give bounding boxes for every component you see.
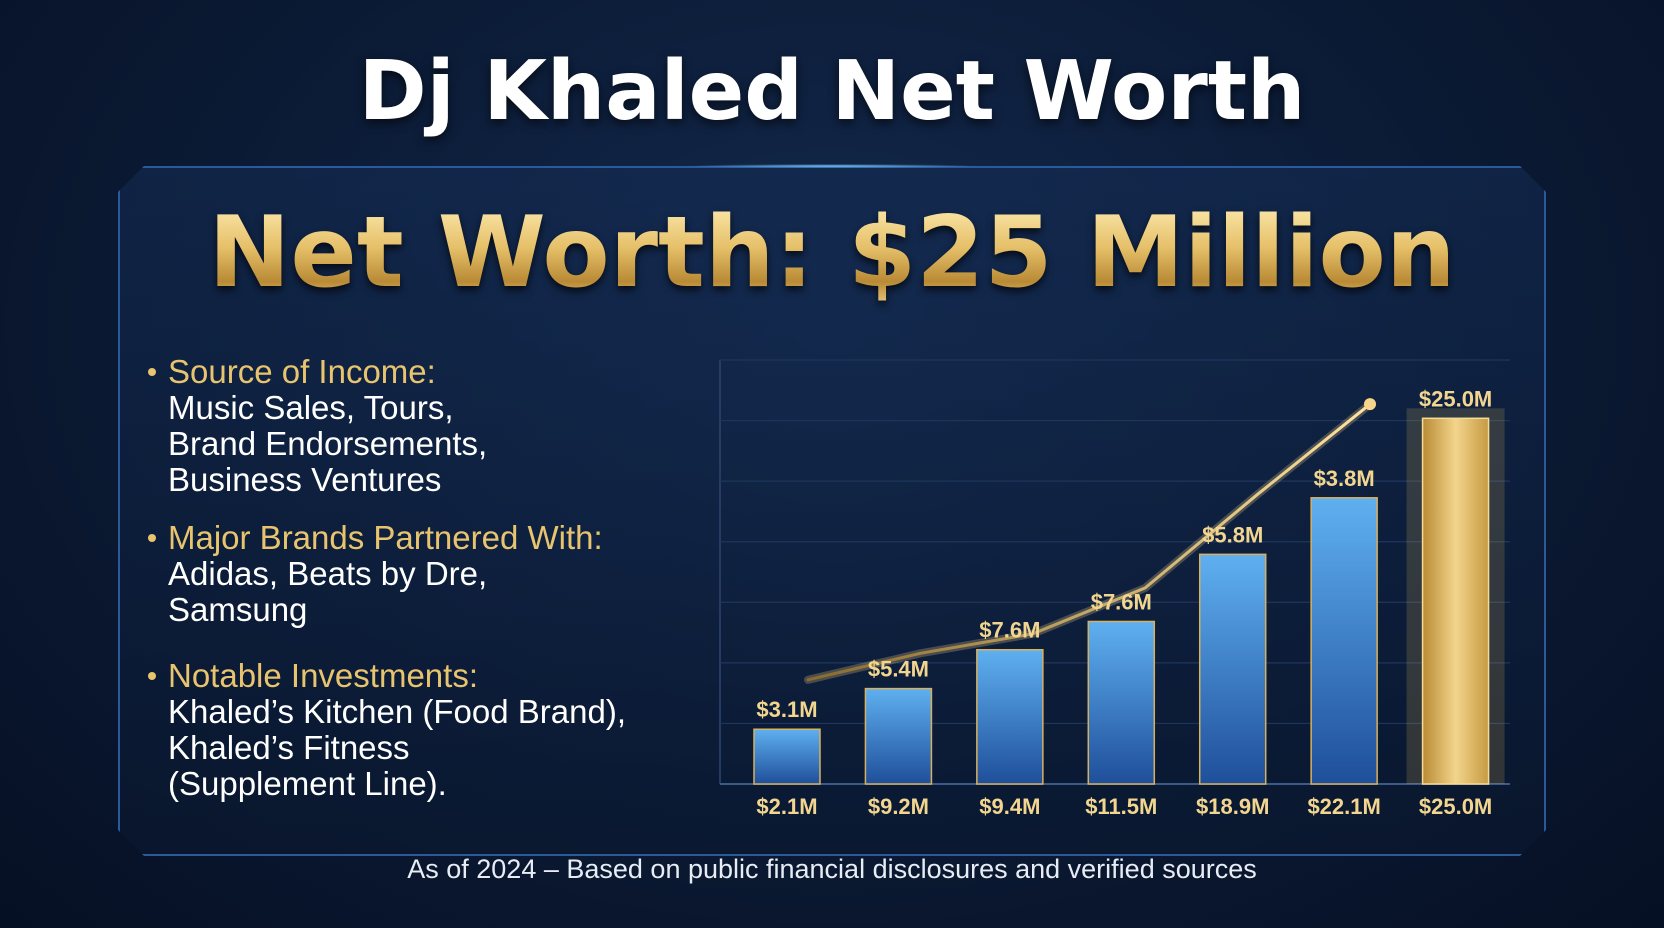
bar-value-label: $7.6M xyxy=(979,618,1040,643)
bar xyxy=(1087,620,1156,785)
bar-value-label: $25.0M xyxy=(1419,386,1492,411)
labels: $3.1M $2.1M $5.4M $9.2M $7.6M $9.4M $7.6M $11.5… xyxy=(756,386,1492,819)
bullet-icon xyxy=(148,534,156,542)
grid-lines xyxy=(719,359,1510,785)
info-income-heading-row: Source of Income: xyxy=(148,354,708,390)
trend-endpoint xyxy=(1364,398,1376,411)
bar xyxy=(976,648,1044,785)
trend-line-group xyxy=(804,398,1376,684)
bars xyxy=(753,408,1505,785)
info-income-heading: Source of Income: xyxy=(168,353,436,390)
footer-note: As of 2024 – Based on public financial d… xyxy=(407,854,1257,884)
info-income-body: Music Sales, Tours, Brand Endorsements, … xyxy=(148,390,708,498)
bar xyxy=(753,728,821,785)
info-income: Source of Income: Music Sales, Tours, Br… xyxy=(148,354,708,498)
info-investments: Notable Investments: Khaled’s Kitchen (F… xyxy=(148,658,708,802)
bar-value-label: $3.8M xyxy=(1314,466,1375,491)
bar xyxy=(1310,497,1378,785)
page-title: Dj Khaled Net Worth xyxy=(358,44,1306,139)
x-tick-label: $22.1M xyxy=(1307,794,1380,819)
content-panel xyxy=(118,166,1546,856)
x-tick-label: $11.5M xyxy=(1085,794,1157,819)
x-tick-label: $25.0M xyxy=(1419,794,1492,819)
info-income-line: Brand Endorsements, xyxy=(168,425,488,462)
info-brands-line: Adidas, Beats by Dre, xyxy=(168,555,488,592)
info-investments-line: Khaled’s Fitness xyxy=(168,729,410,766)
info-brands: Major Brands Partnered With: Adidas, Bea… xyxy=(148,520,708,628)
bullet-icon xyxy=(148,672,156,680)
bar-value-label: $5.8M xyxy=(1202,522,1263,547)
bullet-icon xyxy=(148,368,156,376)
bar xyxy=(864,687,933,785)
panel-glow xyxy=(682,164,982,168)
x-tick-label: $2.1M xyxy=(756,794,817,819)
info-income-line: Business Ventures xyxy=(168,461,442,498)
x-tick-label: $18.9M xyxy=(1196,794,1269,819)
bar-value-label: $5.4M xyxy=(868,657,929,682)
net-worth-headline: Net Worth: $25 Million xyxy=(0,196,1664,310)
trend-line xyxy=(806,402,1372,682)
info-brands-heading: Major Brands Partnered With: xyxy=(168,519,603,556)
x-tick-label: $9.2M xyxy=(868,794,929,819)
x-tick-label: $9.4M xyxy=(979,794,1040,819)
info-investments-heading-row: Notable Investments: xyxy=(148,658,708,694)
bar xyxy=(1421,417,1490,785)
info-investments-line: (Supplement Line). xyxy=(168,765,447,802)
info-investments-body: Khaled’s Kitchen (Food Brand), Khaled’s … xyxy=(148,694,708,802)
info-income-line: Music Sales, Tours, xyxy=(168,389,454,426)
info-brands-body: Adidas, Beats by Dre, Samsung xyxy=(148,556,708,628)
info-brands-line: Samsung xyxy=(168,591,308,628)
bar xyxy=(1198,553,1267,785)
bar-value-label: $7.6M xyxy=(1091,589,1152,614)
info-brands-heading-row: Major Brands Partnered With: xyxy=(148,520,708,556)
bar-value-label: $3.1M xyxy=(756,697,817,722)
info-investments-heading: Notable Investments: xyxy=(168,657,478,694)
info-investments-line: Khaled’s Kitchen (Food Brand), xyxy=(168,693,626,730)
